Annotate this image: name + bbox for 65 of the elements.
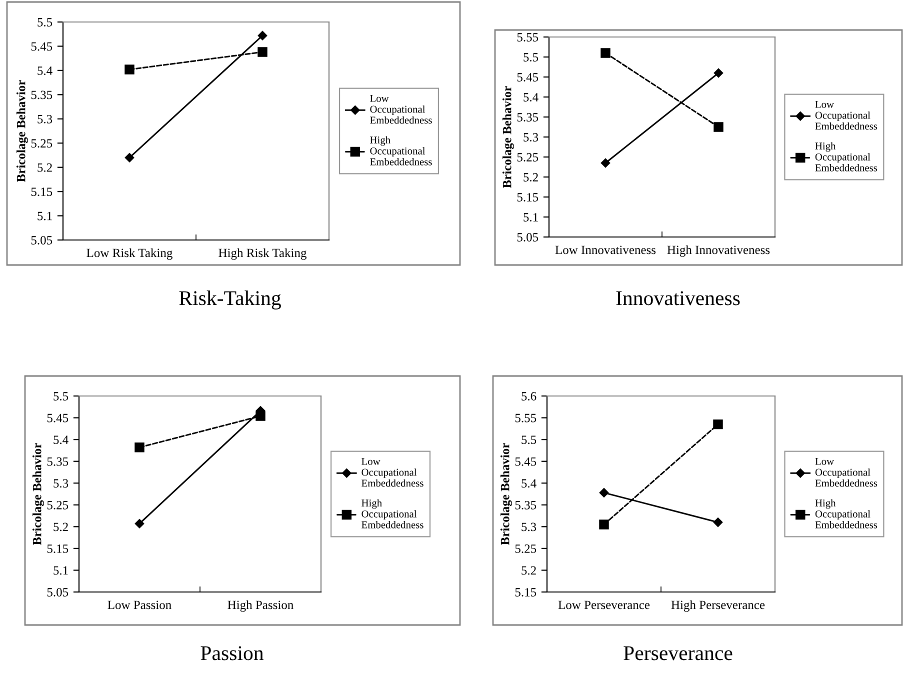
y-tick-label: 5.3 [522, 522, 536, 532]
legend-label: Low Occupational Embeddedness [370, 94, 432, 124]
legend-label: High Occupational Embeddedness [362, 499, 424, 528]
y-tick-label: 5.5 [54, 392, 68, 401]
y-tick-label: 5.3 [38, 114, 52, 124]
y-tick-label: 5.05 [47, 588, 68, 597]
y-tick-label: 5.4 [38, 66, 52, 75]
y-tick-label: 5.35 [47, 457, 68, 466]
y-tick-label: 5.5 [522, 436, 536, 444]
y-tick-label: 5.25 [47, 500, 68, 510]
text: Perseverance [624, 646, 732, 660]
x-tick-label: High Innovativeness [667, 245, 770, 257]
text: Innovativeness [616, 291, 740, 306]
y-tick-label: 5.1 [54, 566, 68, 575]
y-tick-label: 5.55 [515, 414, 536, 422]
legend-label: High Occupational Embeddedness [815, 499, 878, 528]
y-tick-label: 5.25 [31, 139, 52, 148]
y-tick-label: 5.45 [31, 42, 52, 51]
y-tick-label: 5.55 [517, 33, 538, 42]
text: Risk-Taking [179, 290, 281, 310]
x-tick-label: Low Perseverance [558, 600, 650, 610]
y-tick-label: 5.15 [515, 588, 536, 597]
y-tick-label: 5.05 [517, 233, 538, 242]
x-tick-label: Low Passion [108, 600, 172, 610]
legend-label: Low Occupational Embeddedness [362, 458, 424, 487]
y-tick-label: 5.6 [522, 392, 536, 401]
y-tick-label: 5.2 [522, 566, 536, 575]
y-tick-label: 5.45 [517, 73, 538, 82]
legend-label: High Occupational Embeddedness [815, 142, 878, 172]
y-tick-label: 5.3 [54, 479, 68, 488]
legend-label: Low Occupational Embeddedness [815, 458, 878, 487]
y-tick-label: 5.45 [515, 457, 536, 466]
legend-label: Low Occupational Embeddedness [815, 100, 878, 130]
text: Passion [200, 646, 264, 660]
y-tick-label: 5.1 [38, 212, 52, 220]
y-tick-label: 5.2 [524, 173, 538, 182]
y-tick-label: 5.35 [515, 500, 536, 510]
y-tick-label: 5.25 [515, 544, 536, 553]
y-tick-label: 5.15 [47, 544, 68, 553]
y-axis-title: Bricolage Behavior [32, 443, 44, 545]
x-tick-label: High Risk Taking [218, 248, 307, 260]
x-tick-label: High Perseverance [671, 600, 765, 612]
y-axis-title: Bricolage Behavior [16, 80, 28, 182]
y-tick-label: 5.25 [517, 153, 538, 162]
y-axis-title: Bricolage Behavior [500, 443, 512, 545]
y-tick-label: 5.4 [54, 436, 68, 444]
y-tick-label: 5.2 [38, 163, 52, 172]
x-tick-label: Low Innovativeness [555, 246, 656, 254]
y-tick-label: 5.2 [54, 522, 68, 532]
y-tick-label: 5.05 [31, 236, 52, 245]
y-tick-label: 5.15 [31, 188, 52, 196]
y-tick-label: 5.3 [524, 133, 538, 142]
y-axis-title: Bricolage Behavior [502, 86, 514, 188]
y-tick-label: 5.4 [524, 93, 538, 102]
y-tick-label: 5.4 [522, 479, 536, 488]
y-tick-label: 5.1 [524, 213, 538, 222]
y-tick-label: 5.15 [517, 193, 538, 202]
y-tick-label: 5.45 [47, 414, 68, 422]
x-tick-label: High Passion [228, 600, 294, 612]
y-tick-label: 5.35 [517, 113, 538, 122]
y-tick-label: 5.5 [38, 18, 52, 27]
y-tick-label: 5.35 [31, 90, 52, 100]
x-tick-label: Low Risk Taking [86, 248, 172, 260]
y-tick-label: 5.5 [524, 53, 538, 62]
legend-label: High Occupational Embeddedness [370, 136, 432, 166]
